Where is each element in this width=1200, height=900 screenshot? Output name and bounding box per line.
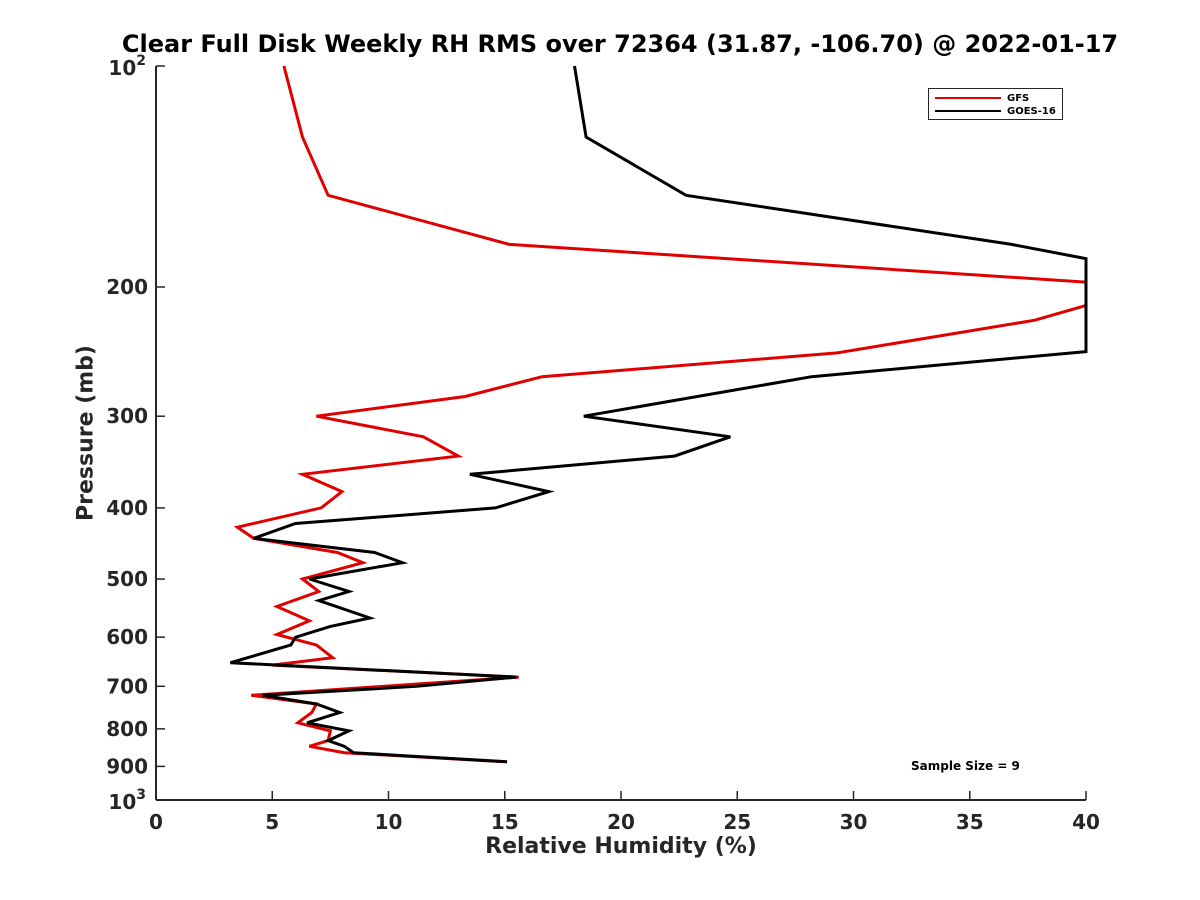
x-tick-label: 5 bbox=[265, 810, 279, 834]
x-tick-label: 10 bbox=[375, 810, 403, 834]
y-tick-label: 900 bbox=[106, 754, 148, 778]
y-tick-label: 800 bbox=[106, 717, 148, 741]
legend: GFS GOES-16 bbox=[928, 88, 1063, 120]
series-line-goes16 bbox=[229, 65, 1088, 764]
chart-title: Clear Full Disk Weekly RH RMS over 72364… bbox=[121, 30, 1119, 58]
x-tick-label: 25 bbox=[723, 810, 751, 834]
legend-swatch-gfs bbox=[935, 97, 1001, 99]
legend-label-goes16: GOES-16 bbox=[1007, 105, 1056, 117]
y-tick-label: 500 bbox=[106, 567, 148, 591]
y-tick-label: 600 bbox=[106, 625, 148, 649]
y-tick-label: 700 bbox=[106, 674, 148, 698]
legend-item-goes16: GOES-16 bbox=[935, 105, 1056, 117]
y-tick-label: 200 bbox=[106, 275, 148, 299]
axes-layer: 0 5 10 15 20 25 30 35 40 102 200 300 400 500 600 700 800… bbox=[106, 53, 1100, 834]
series-layer bbox=[229, 65, 1088, 764]
y-tick-label: 300 bbox=[106, 404, 148, 428]
x-tick-label: 20 bbox=[607, 810, 635, 834]
y-tick-label: 103 bbox=[108, 787, 146, 814]
x-tick-label: 15 bbox=[491, 810, 519, 834]
x-tick-label: 40 bbox=[1072, 810, 1100, 834]
y-tick-label: 400 bbox=[106, 496, 148, 520]
x-tick-label: 0 bbox=[149, 810, 163, 834]
y-tick-label: 102 bbox=[108, 53, 146, 80]
x-tick-label: 30 bbox=[840, 810, 868, 834]
series-line-gfs bbox=[233, 65, 1088, 764]
legend-swatch-goes16 bbox=[935, 110, 1001, 112]
legend-item-gfs: GFS bbox=[935, 92, 1029, 104]
x-tick-label: 35 bbox=[956, 810, 984, 834]
legend-label-gfs: GFS bbox=[1007, 92, 1030, 104]
sample-size-annotation: Sample Size = 9 bbox=[911, 759, 1020, 773]
x-axis-label: Relative Humidity (%) bbox=[485, 834, 757, 859]
